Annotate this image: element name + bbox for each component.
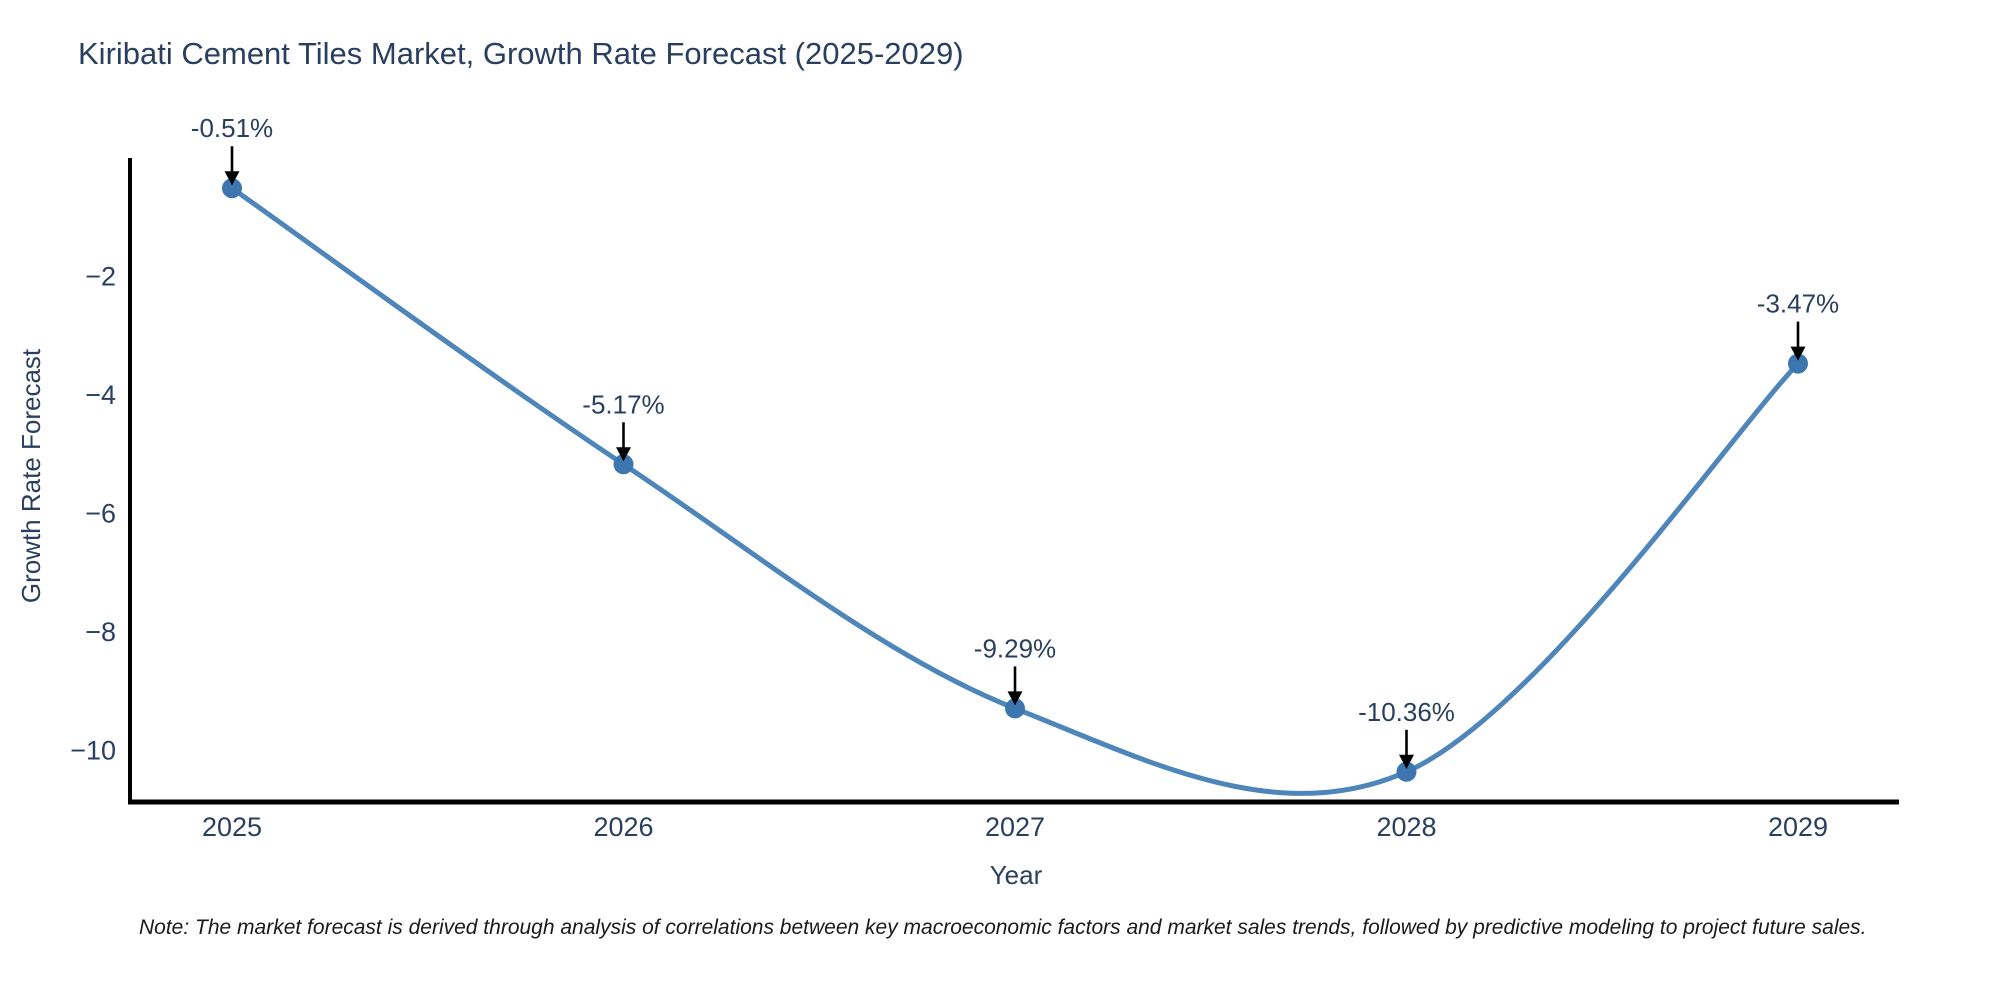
xtick-label: 2026: [593, 812, 653, 842]
annotation-arrow-head: [224, 171, 240, 186]
annotation-label: -5.17%: [582, 389, 664, 419]
annotation-arrow-head: [1399, 754, 1414, 769]
annotation-label: -3.47%: [1757, 289, 1839, 319]
annotation-label: -0.51%: [191, 113, 273, 143]
x-axis-title: Year: [989, 860, 1043, 890]
ytick-label: −2: [85, 261, 116, 291]
annotation-arrow-head: [616, 447, 631, 462]
data-point-marker: [1788, 353, 1808, 374]
chart-title: Kiribati Cement Tiles Market, Growth Rat…: [78, 36, 964, 71]
annotation-label: -9.29%: [974, 633, 1056, 663]
data-point-marker: [613, 454, 634, 475]
chart-note: Note: The market forecast is derived thr…: [139, 916, 1867, 939]
annotation-label: -10.36%: [1358, 697, 1455, 727]
xtick-label: 2029: [1768, 812, 1828, 842]
data-point-marker: [1005, 698, 1025, 719]
ytick-label: −6: [85, 498, 116, 528]
xtick-label: 2025: [202, 812, 262, 842]
xtick-label: 2028: [1376, 812, 1436, 842]
xtick-label: 2027: [985, 812, 1045, 842]
ytick-label: −8: [85, 617, 116, 647]
annotation-arrow-head: [1790, 346, 1806, 361]
ytick-label: −10: [70, 735, 116, 765]
annotation-arrow-head: [1007, 691, 1023, 706]
y-axis-title: Growth Rate Forecast: [16, 348, 46, 604]
ytick-label: −4: [85, 380, 116, 410]
data-point-marker: [1396, 761, 1417, 782]
data-point-marker: [222, 178, 242, 199]
